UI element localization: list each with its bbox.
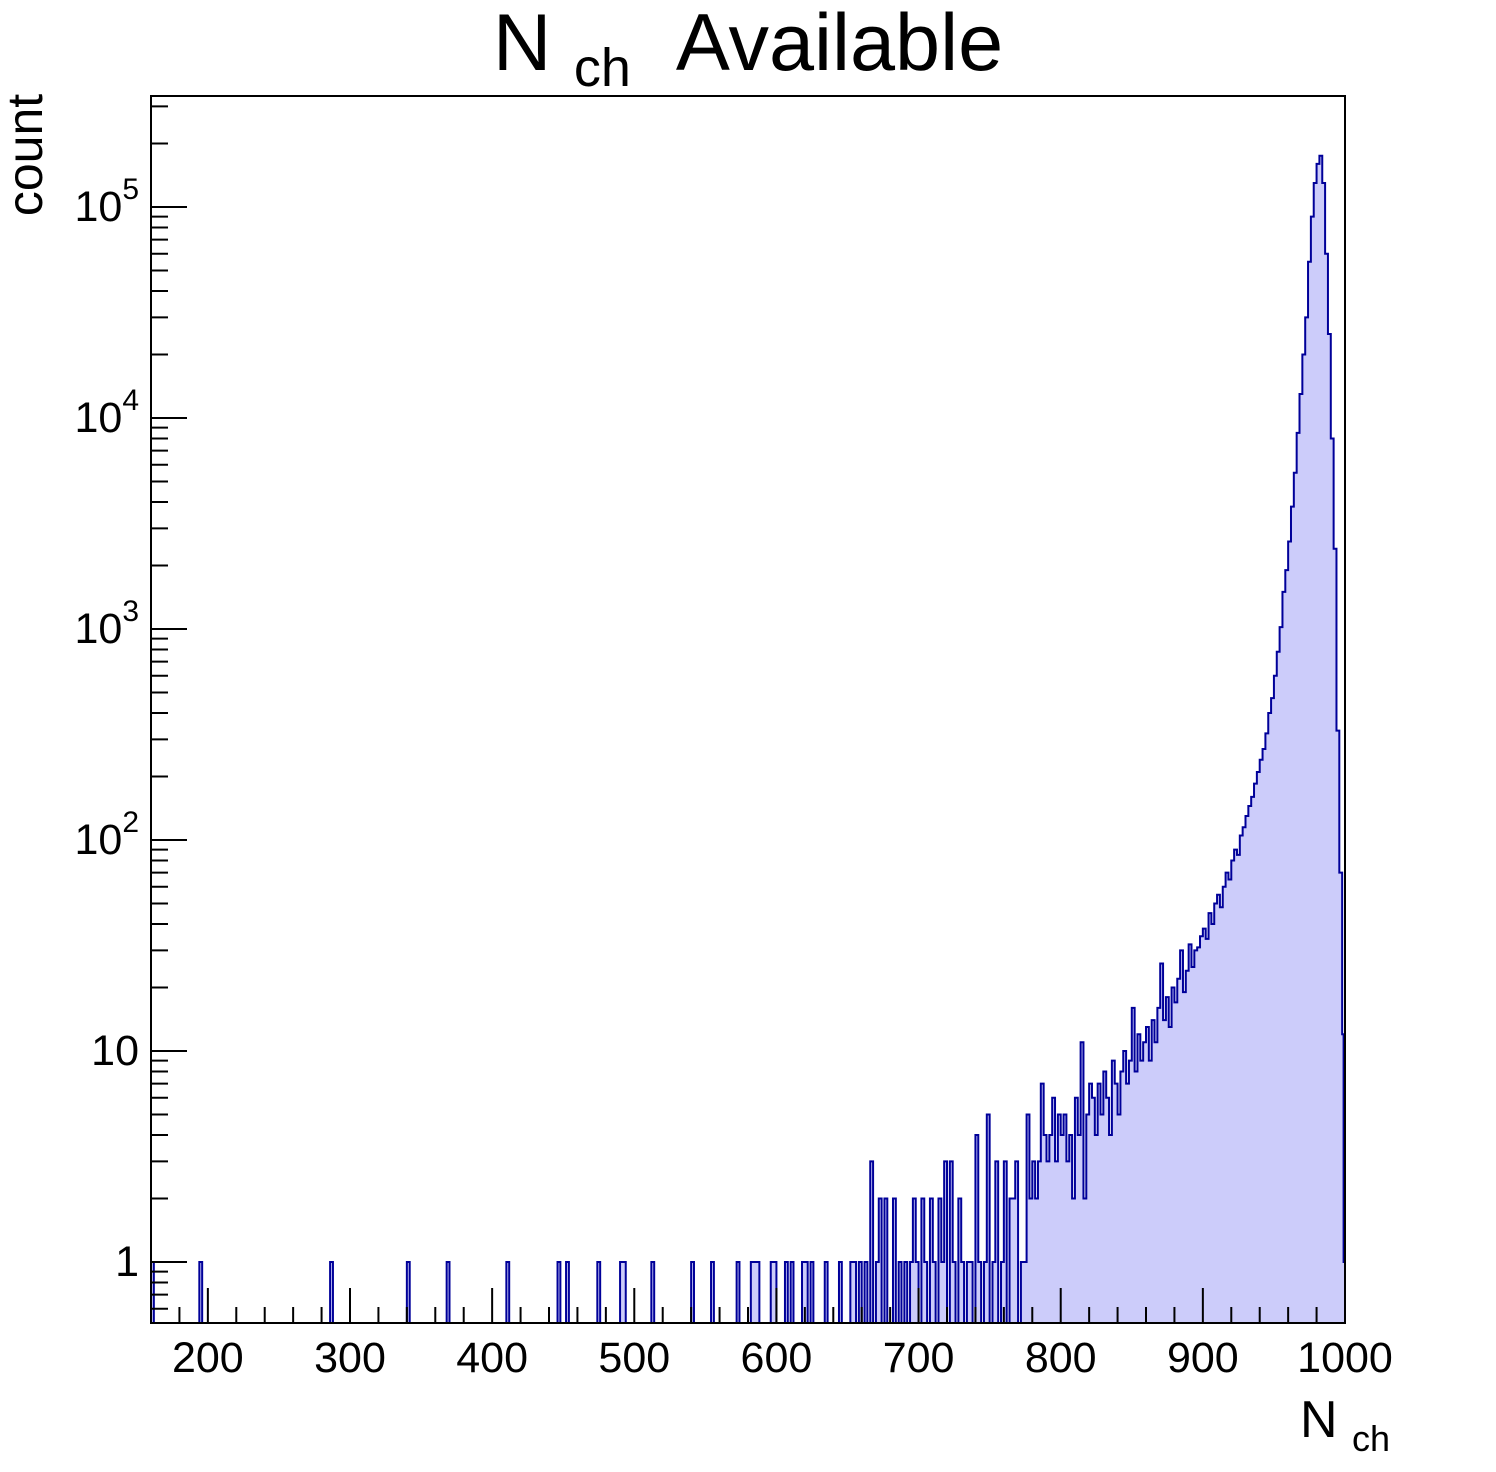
chart-title-main: N — [493, 0, 552, 88]
y-tick-label-base: 10 — [74, 183, 122, 231]
y-tick-label-base: 1 — [115, 1238, 139, 1286]
x-axis-ticks — [178, 1288, 1346, 1323]
x-tick-label: 300 — [314, 1334, 386, 1382]
x-axis-tick-labels: 200 300 400 500 600 700 800 900 1000 — [172, 1334, 1393, 1382]
x-axis-title-main: N — [1300, 1391, 1338, 1449]
y-tick-label: 1 — [115, 1238, 139, 1286]
y-tick-label: 102 — [74, 806, 139, 865]
y-tick-label-base: 10 — [74, 605, 122, 653]
y-tick-label: 105 — [74, 173, 139, 232]
x-tick-label: 900 — [1167, 1334, 1239, 1382]
chart-title-rest: Available — [653, 0, 1003, 88]
x-tick-label: 600 — [741, 1334, 813, 1382]
x-axis-title: N ch — [1300, 1391, 1390, 1459]
chart-title-sub: ch — [574, 38, 631, 98]
x-tick-label: 700 — [883, 1334, 955, 1382]
x-tick-label: 500 — [598, 1334, 670, 1382]
histogram-series — [150, 154, 1346, 1324]
y-tick-label-exponent: 4 — [122, 384, 139, 417]
y-tick-label-exponent: 5 — [122, 173, 139, 206]
x-tick-label: 400 — [456, 1334, 528, 1382]
y-axis-ticks — [151, 105, 187, 1310]
y-tick-label-base: 10 — [74, 394, 122, 442]
x-tick-label: 200 — [172, 1334, 244, 1382]
y-tick-label-exponent: 2 — [122, 806, 139, 839]
x-tick-label: 800 — [1025, 1334, 1097, 1382]
y-axis-title: count — [0, 94, 53, 216]
chart-title: N ch Available — [493, 0, 1003, 104]
y-tick-label: 103 — [74, 595, 139, 654]
y-tick-label-exponent: 3 — [122, 595, 139, 628]
y-tick-label: 10 — [91, 1027, 139, 1075]
y-tick-label-base: 10 — [74, 816, 122, 864]
y-tick-label: 104 — [74, 384, 139, 443]
x-tick-label: 1000 — [1297, 1334, 1393, 1382]
x-axis-title-sub: ch — [1352, 1418, 1390, 1459]
y-tick-label-base: 10 — [91, 1027, 139, 1075]
